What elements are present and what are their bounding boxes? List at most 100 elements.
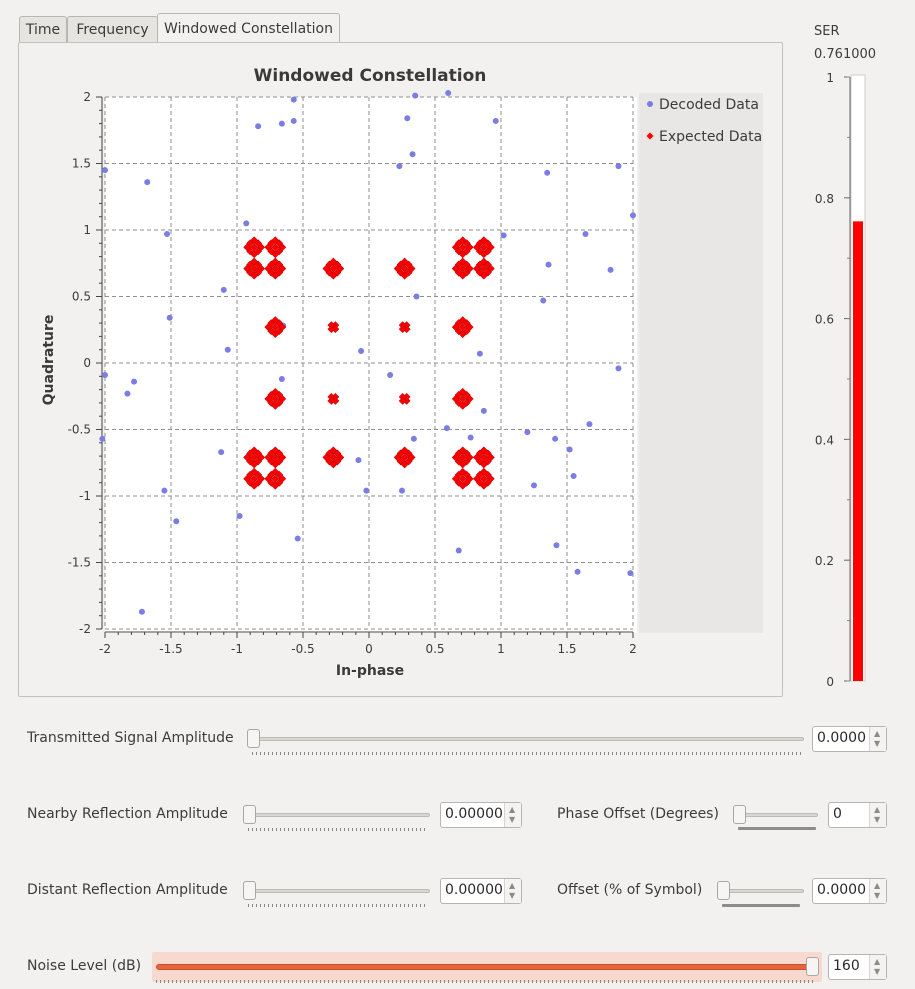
- spin-down-icon[interactable]: ▼: [874, 967, 881, 976]
- noise-level-slider-handle[interactable]: [806, 957, 819, 976]
- noise-level-slider-ticks: [156, 980, 816, 983]
- nearby-reflection-spin-arrows[interactable]: ▲ ▼: [504, 803, 521, 827]
- distant-reflection-slider[interactable]: [248, 889, 430, 893]
- nearby-reflection-slider-handle[interactable]: [243, 805, 256, 824]
- expected-data-point: [264, 446, 287, 469]
- expected-data-point: [472, 236, 495, 259]
- tx-amplitude-spin-arrows[interactable]: ▲ ▼: [869, 727, 886, 751]
- expected-data-point: [451, 446, 474, 469]
- expected-data-point: [393, 446, 416, 469]
- distant-reflection-slider-handle[interactable]: [243, 881, 256, 900]
- nearby-reflection-slider[interactable]: [248, 813, 430, 817]
- x-tick-label: 1.5: [557, 642, 576, 656]
- tab-windowed-constellation[interactable]: Windowed Constellation: [157, 13, 340, 43]
- ser-tick-label: 0: [826, 675, 834, 688]
- distant-reflection-spin-arrows[interactable]: ▲ ▼: [504, 879, 521, 903]
- spin-down-icon[interactable]: ▼: [874, 815, 881, 824]
- legend-expected-label: Expected Data: [659, 129, 762, 145]
- nearby-reflection-spinbox[interactable]: 0.00000 ▲ ▼: [440, 802, 522, 828]
- decoded-data-point: [255, 123, 262, 130]
- phase-offset-slider-handle[interactable]: [733, 805, 746, 824]
- ser-value: 0.761000: [814, 47, 877, 62]
- decoded-data-point: [138, 608, 145, 615]
- decoded-data-point: [531, 482, 537, 489]
- noise-level-value: 160: [833, 958, 860, 974]
- expected-data-point: [243, 467, 266, 490]
- decoded-data-point: [131, 378, 138, 385]
- spin-down-icon[interactable]: ▼: [509, 891, 516, 900]
- nearby-reflection-slider-ticks: [248, 828, 428, 831]
- y-tick-label: 1: [83, 223, 91, 237]
- noise-level-slider[interactable]: [156, 964, 816, 970]
- decoded-data-point: [278, 120, 285, 127]
- ser-meter: 1 0.8 0.6 0.4 0.2 0: [815, 71, 866, 688]
- x-tick-label: 2: [629, 642, 637, 656]
- decoded-data-point: [627, 570, 634, 577]
- expected-data-point: [243, 446, 266, 469]
- tx-amplitude-slider-ticks: [252, 752, 802, 755]
- ser-tick-label: 0.6: [815, 313, 834, 327]
- symbol-offset-spin-arrows[interactable]: ▲ ▼: [869, 879, 886, 903]
- spin-up-icon[interactable]: ▲: [874, 881, 881, 890]
- ser-tick-label: 0.8: [815, 192, 834, 206]
- tx-amplitude-value: 0.0000: [817, 730, 866, 746]
- tx-amplitude-spinbox[interactable]: 0.0000 ▲ ▼: [812, 726, 887, 752]
- distant-reflection-label: Distant Reflection Amplitude: [27, 882, 228, 898]
- tx-amplitude-slider[interactable]: [252, 737, 804, 741]
- symbol-offset-slider[interactable]: [722, 889, 804, 893]
- expected-data-point: [243, 236, 266, 259]
- expected-data-point: [327, 321, 340, 333]
- symbol-offset-spinbox[interactable]: 0.0000 ▲ ▼: [812, 878, 887, 904]
- decoded-data-point: [404, 115, 411, 122]
- x-tick-label: -1: [231, 642, 243, 656]
- phase-offset-spinbox[interactable]: 0 ▲ ▼: [828, 802, 887, 828]
- decoded-data-point: [582, 230, 589, 237]
- decoded-data-point: [290, 117, 297, 124]
- spin-up-icon[interactable]: ▲: [509, 805, 516, 814]
- decoded-data-point: [99, 435, 106, 442]
- legend-decoded-label: Decoded Data: [659, 97, 759, 113]
- tx-amplitude-label: Transmitted Signal Amplitude: [27, 730, 234, 746]
- spin-up-icon[interactable]: ▲: [874, 729, 881, 738]
- spin-up-icon[interactable]: ▲: [509, 881, 516, 890]
- spin-up-icon[interactable]: ▲: [874, 957, 881, 966]
- y-tick-label: 2: [83, 90, 91, 104]
- phase-offset-spin-arrows[interactable]: ▲ ▼: [869, 803, 886, 827]
- x-tick-label: 0: [365, 642, 373, 656]
- decoded-data-point: [102, 167, 108, 174]
- phase-offset-slider[interactable]: [738, 813, 818, 817]
- expected-data-point: [393, 257, 416, 280]
- spin-up-icon[interactable]: ▲: [874, 805, 881, 814]
- decoded-data-point: [500, 232, 507, 239]
- decoded-data-point: [290, 96, 297, 103]
- expected-data-point: [451, 467, 474, 490]
- x-tick-label: -0.5: [291, 642, 314, 656]
- tab-time[interactable]: Time: [19, 16, 67, 42]
- decoded-data-point: [387, 371, 394, 378]
- ser-label: SER: [814, 24, 840, 39]
- nearby-reflection-label: Nearby Reflection Amplitude: [27, 806, 228, 822]
- decoded-data-point: [161, 487, 168, 494]
- decoded-data-point: [399, 487, 405, 494]
- spin-down-icon[interactable]: ▼: [874, 739, 881, 748]
- symbol-offset-value: 0.0000: [817, 882, 866, 898]
- tx-amplitude-slider-handle[interactable]: [247, 729, 260, 748]
- expected-data-point: [398, 321, 411, 333]
- distant-reflection-spinbox[interactable]: 0.00000 ▲ ▼: [440, 878, 522, 904]
- tab-frequency[interactable]: Frequency: [67, 16, 158, 42]
- decoded-data-point: [102, 371, 108, 378]
- spin-down-icon[interactable]: ▼: [874, 891, 881, 900]
- expected-data-point: [264, 467, 287, 490]
- decoded-data-point: [410, 435, 417, 442]
- expected-data-point: [398, 393, 411, 405]
- symbol-offset-slider-handle[interactable]: [717, 881, 730, 900]
- decoded-data-point: [524, 429, 531, 436]
- plot-axes: -2 -1.5 -1 -0.5 0 0.5 1 1.5 2 2 1.5 1 0.5 0 -0.5 -1 -1.5…: [68, 90, 637, 656]
- noise-level-spinbox[interactable]: 160 ▲ ▼: [828, 954, 887, 980]
- expected-data-point: [243, 257, 266, 280]
- decoded-data-point: [173, 518, 180, 525]
- expected-data-point: [451, 257, 474, 280]
- spin-down-icon[interactable]: ▼: [509, 815, 516, 824]
- nearby-reflection-value: 0.00000: [445, 806, 503, 822]
- noise-level-spin-arrows[interactable]: ▲ ▼: [869, 955, 886, 979]
